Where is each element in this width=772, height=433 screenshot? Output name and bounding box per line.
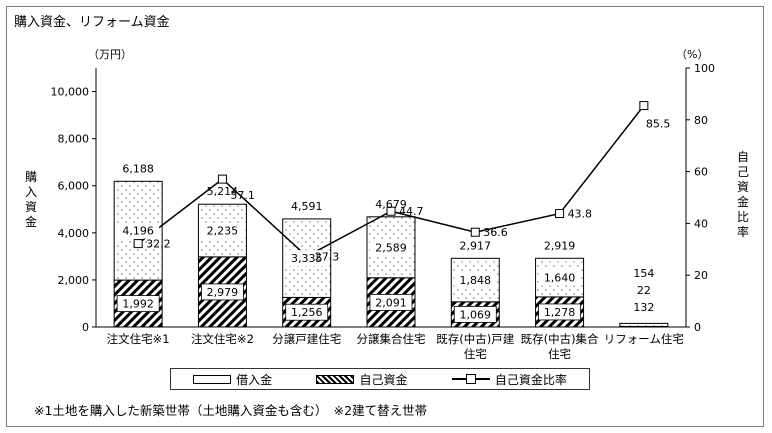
data-label-own-funds: 1,848 <box>460 274 492 287</box>
left-axis-unit: （万円） <box>88 48 132 61</box>
data-label-box <box>116 295 160 312</box>
legend-label-own-funds: 自己資金 <box>359 372 408 387</box>
y-axis-label: 購入資金 <box>24 170 37 229</box>
right-axis-unit: （%） <box>676 48 709 61</box>
data-label-box <box>538 303 581 321</box>
data-label-borrowed: 22 <box>637 284 651 297</box>
legend-swatch-ratio <box>451 374 490 384</box>
data-label-bg <box>370 239 412 256</box>
footnote: ※1土地を購入した新築世帯（土地購入資金も含む） ※2建て替え世帯 <box>34 403 428 418</box>
data-label-total: 4,679 <box>375 198 407 211</box>
data-label-ratio: 27.3 <box>315 250 340 263</box>
data-label-borrowed: 1,992 <box>122 298 154 311</box>
x-tick-label: 住宅 <box>464 347 487 361</box>
x-tick-label: 既存(中古)戸建 <box>436 332 514 346</box>
y2-tick-label: 0 <box>694 321 701 334</box>
data-label-total: 4,591 <box>291 200 323 213</box>
y2-axis-label: 自己資金比率 <box>736 150 749 239</box>
data-label-own-funds: 132 <box>633 301 654 314</box>
data-label-ratio: 44.7 <box>399 205 424 218</box>
data-label-bg <box>117 222 160 239</box>
ratio-marker <box>217 174 227 184</box>
data-label-box <box>453 306 497 323</box>
data-label-bg <box>201 222 244 239</box>
ratio-marker <box>639 101 649 111</box>
data-label-total: 5,214 <box>207 185 239 198</box>
data-label-box <box>369 293 413 311</box>
x-tick-label: 既存(中古)集合 <box>521 332 599 346</box>
data-label-bg <box>285 250 328 267</box>
ratio-marker <box>470 227 480 237</box>
data-label-borrowed: 1,256 <box>291 306 323 319</box>
data-label-own-funds: 1,640 <box>544 272 576 285</box>
data-label-borrowed: 2,091 <box>375 296 407 309</box>
data-label-own-funds: 2,589 <box>375 241 407 254</box>
x-tick-label: リフォーム住宅 <box>604 332 684 346</box>
ratio-marker <box>386 206 396 216</box>
legend-label-ratio: 自己資金比率 <box>494 372 567 387</box>
data-label-ratio: 36.6 <box>483 226 508 239</box>
data-label-ratio: 57.1 <box>230 189 255 202</box>
y-tick-label: 10,000 <box>51 86 90 99</box>
legend-item-own-funds: 自己資金 <box>316 371 408 388</box>
y2-tick-label: 100 <box>694 62 715 75</box>
chart-title: 購入資金、リフォーム資金 <box>14 15 170 30</box>
y2-tick-label: 40 <box>694 217 708 230</box>
x-tick-label: 住宅 <box>548 347 571 361</box>
chart-frame <box>6 6 764 427</box>
x-tick-label: 分譲集合住宅 <box>357 332 426 346</box>
data-label-own-funds: 4,196 <box>122 225 154 238</box>
data-label-total: 154 <box>633 267 654 280</box>
x-tick-label: 分譲戸建住宅 <box>272 332 341 346</box>
legend-item-borrowed: 借入金 <box>193 371 272 388</box>
legend-item-ratio: 自己資金比率 <box>451 371 567 388</box>
data-label-own-funds: 2,235 <box>207 225 239 238</box>
y2-tick-label: 80 <box>694 114 708 127</box>
data-label-ratio: 43.8 <box>568 208 593 221</box>
bar-own-funds <box>619 322 669 327</box>
x-tick-label: 注文住宅※2 <box>191 332 254 346</box>
data-label-total: 6,188 <box>122 162 154 175</box>
y-tick-label: 6,000 <box>58 180 90 193</box>
data-label-bg <box>538 269 581 286</box>
data-label-total: 2,919 <box>544 239 576 252</box>
y-tick-label: 8,000 <box>58 133 90 146</box>
legend-swatch-own-funds <box>316 374 355 384</box>
legend-swatch-borrowed <box>193 374 232 384</box>
chart-legend: 借入金 自己資金 自己資金比率 <box>170 368 590 390</box>
data-label-own-funds: 3,335 <box>291 252 323 265</box>
x-tick-label: 注文住宅※1 <box>107 332 170 346</box>
data-label-bg <box>454 272 497 289</box>
data-label-ratio: 85.5 <box>646 118 671 131</box>
y2-tick-label: 60 <box>694 166 708 179</box>
data-label-borrowed: 2,979 <box>207 286 239 299</box>
y-tick-label: 2,000 <box>58 274 90 287</box>
y-tick-label: 4,000 <box>58 227 90 240</box>
y2-tick-label: 20 <box>694 269 708 282</box>
ratio-marker <box>133 239 143 249</box>
data-label-borrowed: 1,069 <box>460 308 492 321</box>
data-label-borrowed: 1,278 <box>544 306 576 319</box>
legend-label-borrowed: 借入金 <box>236 372 273 387</box>
data-label-box <box>285 303 329 321</box>
ratio-marker <box>555 209 565 219</box>
data-label-ratio: 32.2 <box>146 238 171 251</box>
y-tick-label: 0 <box>82 321 89 334</box>
data-label-box <box>201 283 244 301</box>
data-label-total: 2,917 <box>460 239 492 252</box>
